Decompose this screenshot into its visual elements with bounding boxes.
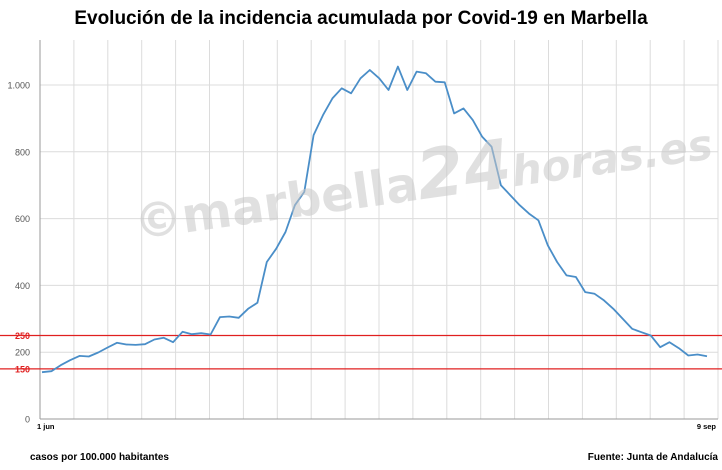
x-tick-labels: 1 jun 9 sep	[37, 422, 716, 431]
x-tick-label: 9 sep	[697, 422, 717, 431]
series-line	[41, 65, 708, 374]
y-tick-label: 1.000	[7, 81, 30, 91]
x-tick-label: 1 jun	[37, 422, 55, 431]
y-tick-label: 600	[15, 214, 30, 224]
y-tick-label: 0	[25, 415, 30, 425]
footer-source: Fuente: Junta de Andalucía	[587, 452, 718, 463]
footer-units-note: casos por 100.000 habitantes	[30, 452, 169, 463]
grid-lines	[39, 40, 719, 419]
axes	[39, 40, 718, 420]
threshold-label: 150	[15, 364, 30, 374]
threshold-label: 250	[15, 331, 30, 341]
y-tick-label: 800	[15, 147, 30, 157]
reference-lines: 250 150	[0, 331, 722, 374]
y-tick-label: 200	[15, 348, 30, 358]
series-lines	[41, 65, 708, 374]
y-tick-label: 400	[15, 281, 30, 291]
y-tick-labels: 0 200 400 600 800 1.000	[7, 81, 30, 425]
chart-title: Evolución de la incidencia acumulada por…	[74, 8, 648, 29]
